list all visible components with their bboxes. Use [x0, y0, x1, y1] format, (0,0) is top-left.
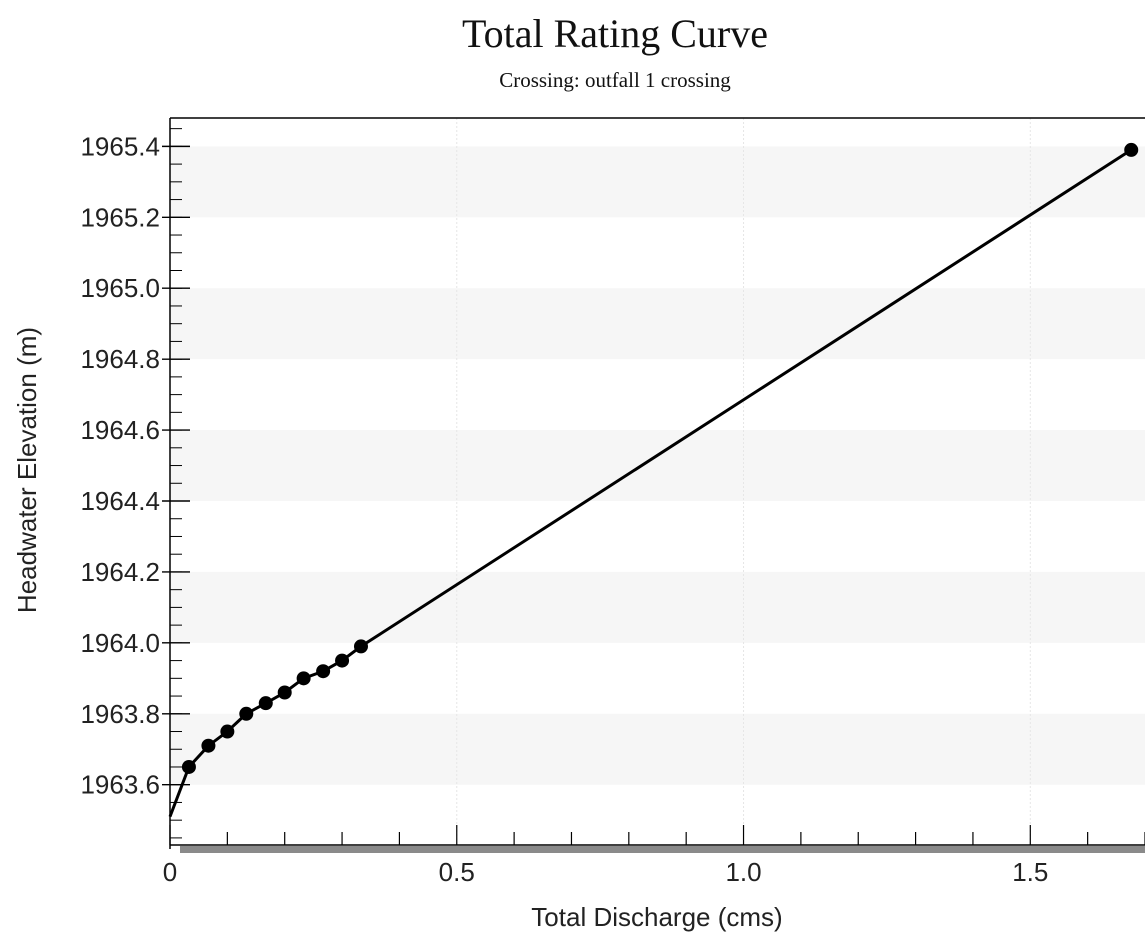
x-tick-label: 0	[163, 857, 177, 887]
data-point	[277, 685, 292, 700]
data-point	[353, 639, 368, 654]
background-bands	[170, 146, 1145, 785]
axes	[169, 117, 1145, 853]
band	[170, 713, 1145, 785]
x-tick-label: 0.5	[439, 857, 475, 887]
y-axis-label: Headwater Elevation (m)	[12, 327, 42, 613]
y-tick-label: 1963.8	[80, 699, 160, 729]
chart-title: Total Rating Curve	[461, 11, 769, 56]
y-tick-label: 1964.4	[80, 486, 160, 516]
data-point	[239, 706, 254, 721]
y-tick-label: 1964.2	[80, 557, 160, 587]
data-point	[258, 696, 273, 711]
data-point	[201, 738, 216, 753]
y-tick-label: 1965.2	[80, 202, 160, 232]
data-point	[296, 671, 311, 686]
data-point	[181, 759, 196, 774]
band	[170, 571, 1145, 643]
x-tick-label: 1.5	[1012, 857, 1048, 887]
y-minor-ticks	[170, 128, 182, 839]
x-axis-label: Total Discharge (cms)	[531, 902, 782, 932]
data-point	[1124, 142, 1139, 157]
y-tick-label: 1964.8	[80, 344, 160, 374]
y-tick-label: 1965.4	[80, 131, 160, 161]
y-tick-label: 1964.6	[80, 415, 160, 445]
y-tick-label: 1963.6	[80, 770, 160, 800]
band	[170, 288, 1145, 360]
band	[170, 146, 1145, 218]
data-point	[220, 724, 235, 739]
x-axis-ticks: 0 0.5 1.0 1.5	[163, 825, 1145, 887]
grid-lines	[456, 118, 1031, 845]
band	[170, 430, 1145, 502]
x-axis-shadow	[180, 846, 1145, 853]
data-point	[335, 653, 350, 668]
chart-subtitle: Crossing: outfall 1 crossing	[499, 68, 731, 92]
y-tick-label: 1964.0	[80, 628, 160, 658]
y-axis-ticks: 1963.6 1963.8 1964.0 1964.2 1964.4 1964.6 1964…	[80, 131, 190, 800]
data-point	[316, 664, 331, 679]
series-layer	[168, 142, 1139, 818]
x-tick-label: 1.0	[725, 857, 761, 887]
y-tick-label: 1965.0	[80, 273, 160, 303]
